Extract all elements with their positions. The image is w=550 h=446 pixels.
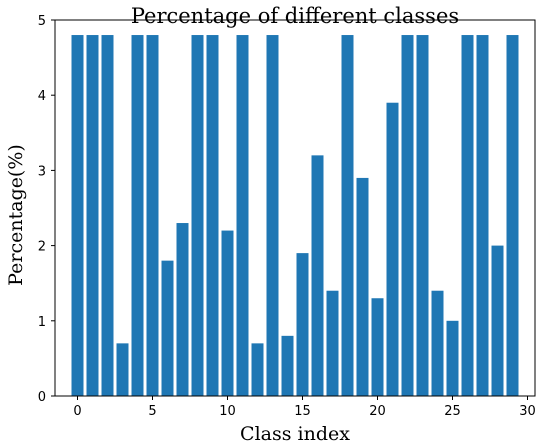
x-tick-label: 15 [294,404,311,419]
bar-class-25 [446,320,459,396]
x-tick-label: 0 [73,404,81,419]
bar-class-17 [326,290,339,396]
bar-class-4 [131,35,144,396]
bar-class-9 [206,35,219,396]
bar-class-29 [506,35,519,396]
bar-class-19 [356,177,369,396]
bar-class-1 [86,35,99,396]
bar-class-27 [476,35,489,396]
x-ticks: 0 5 10 15 20 25 30 [73,396,536,419]
bar-class-22 [401,35,414,396]
y-tick-label: 4 [38,89,46,104]
bar-class-12 [251,343,264,396]
bar-class-26 [461,35,474,396]
bar-class-13 [266,35,279,396]
x-tick-label: 20 [369,404,386,419]
bar-class-14 [281,335,294,396]
bar-class-15 [296,253,309,396]
bar-class-21 [386,102,399,396]
bar-class-3 [116,343,129,396]
y-ticks: 0 1 2 3 4 5 [38,14,55,405]
bar-class-23 [416,35,429,396]
bar-class-2 [101,35,114,396]
x-tick-label: 25 [444,404,461,419]
y-tick-label: 3 [38,164,46,179]
bar-class-16 [311,155,324,396]
plot-frame [54,19,536,397]
bar-class-10 [221,230,234,396]
y-tick-label: 2 [38,240,46,255]
bar-class-24 [431,290,444,396]
bar-class-20 [371,298,384,396]
y-axis-label: Percentage(%) [5,144,27,286]
y-tick-label: 1 [38,315,46,330]
bar-class-7 [176,223,189,396]
y-tick-label: 0 [38,390,46,405]
x-tick-label: 30 [519,404,536,419]
bar-class-5 [146,35,159,396]
x-tick-label: 5 [148,404,156,419]
bar-class-6 [161,260,174,396]
bar-class-0 [71,35,84,396]
x-axis-label: Class index [240,423,350,445]
y-tick-label: 5 [38,14,46,29]
bar-class-11 [236,35,249,396]
x-tick-label: 10 [219,404,236,419]
bar-class-8 [191,35,204,396]
bars-group [71,35,519,396]
chart-title: Percentage of different classes [131,4,459,28]
bar-class-18 [341,35,354,396]
bar-class-28 [491,245,504,396]
